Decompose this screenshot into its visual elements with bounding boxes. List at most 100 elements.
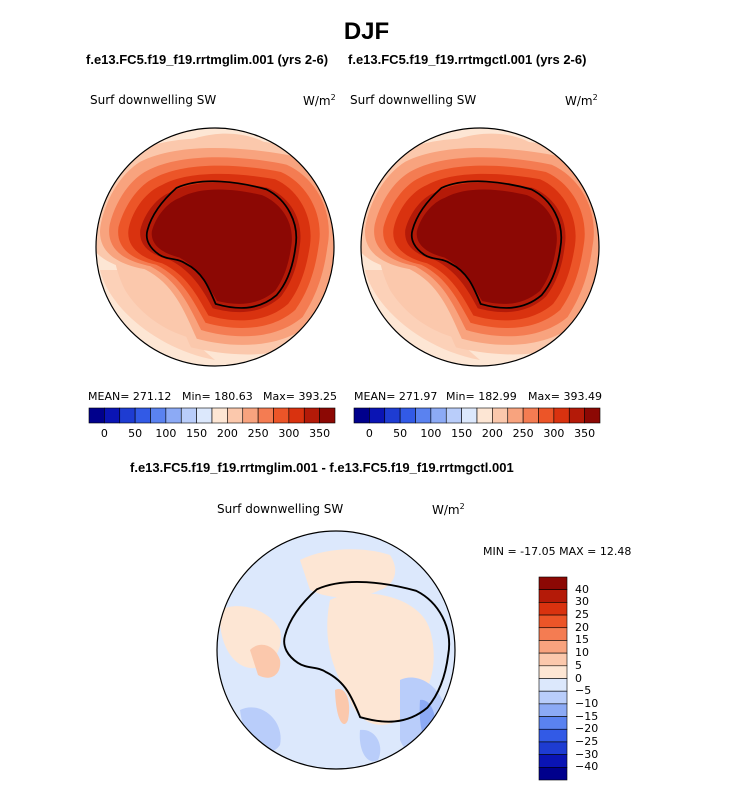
diff-variable-label: Surf downwelling SW	[217, 502, 344, 516]
diff-colorbar-swatch	[538, 627, 568, 641]
diff-colorbar-swatch	[538, 741, 568, 755]
diff-colorbar-tick-label: −40	[575, 760, 599, 774]
diff-colorbar-tick-label: −25	[575, 734, 599, 748]
right-map-border	[360, 127, 600, 367]
left-colorbar-swatch	[196, 407, 213, 424]
left-colorbar-swatch	[180, 407, 197, 424]
right-colorbar-swatch	[369, 407, 386, 424]
left-units-label: W/m2	[303, 93, 336, 108]
right-colorbar-swatch	[522, 407, 539, 424]
right-colorbar	[353, 407, 601, 424]
right-colorbar-swatch	[553, 407, 570, 424]
right-colorbar-swatch	[461, 407, 478, 424]
left-max-stat: Max= 393.25	[263, 390, 337, 403]
right-colorbar-tick-label: 100	[420, 427, 442, 440]
left-colorbar-tick-label: 100	[155, 427, 177, 440]
left-mean-stat: MEAN= 271.12	[88, 390, 172, 403]
right-colorbar-tick-label: 50	[393, 427, 408, 440]
diff-colorbar-swatch	[538, 690, 568, 705]
right-min-stat: Min= 182.99	[446, 390, 517, 403]
left-colorbar	[88, 407, 336, 424]
left-colorbar-swatch	[242, 407, 259, 424]
right-colorbar-swatch	[507, 407, 524, 424]
diff-colorbar-tick-label: −5	[575, 684, 592, 698]
diff-colorbar	[538, 576, 568, 781]
left-colorbar-swatch	[88, 407, 105, 424]
diff-colorbar-tick-label: 30	[575, 595, 589, 609]
diff-colorbar-tick-label: 40	[575, 582, 589, 596]
right-colorbar-swatch	[399, 407, 416, 424]
diff-colorbar-swatch	[538, 703, 568, 717]
right-colorbar-swatch	[476, 407, 493, 424]
right-colorbar-swatch	[415, 407, 432, 424]
left-colorbar-swatch	[211, 407, 228, 424]
diff-colorbar-tick-label: −10	[575, 696, 599, 710]
right-colorbar-swatch	[445, 407, 462, 424]
diff-colorbar-tick-label: −20	[575, 722, 599, 736]
left-colorbar-swatch	[303, 407, 320, 424]
left-colorbar-swatch	[273, 407, 290, 424]
left-colorbar-tick-label: 50	[128, 427, 143, 440]
left-colorbar-swatch	[227, 407, 244, 424]
left-colorbar-swatch	[257, 407, 274, 424]
left-colorbar-tick-label: 200	[216, 427, 238, 440]
diff-case-title: f.e13.FC5.f19_f19.rrtmglim.001 - f.e13.F…	[130, 460, 514, 475]
left-colorbar-tick-label: 350	[309, 427, 331, 440]
diff-colorbar-swatch	[538, 716, 568, 730]
diff-units-label: W/m2	[432, 502, 465, 517]
left-colorbar-swatch	[288, 407, 305, 424]
left-colorbar-swatch	[150, 407, 167, 424]
diff-colorbar-tick-label: 10	[575, 646, 589, 660]
diff-colorbar-swatch	[538, 640, 568, 654]
diff-colorbar-swatch	[538, 728, 568, 743]
diff-colorbar-swatch	[538, 754, 568, 768]
right-variable-label: Surf downwelling SW	[350, 93, 477, 107]
right-colorbar-tick-label: 300	[543, 427, 565, 440]
right-units-label: W/m2	[565, 93, 598, 108]
right-map	[361, 128, 599, 366]
diff-colorbar-swatch	[538, 576, 568, 590]
right-colorbar-swatch	[430, 407, 447, 424]
right-mean-stat: MEAN= 271.97	[354, 390, 438, 403]
right-colorbar-tick-label: 200	[481, 427, 503, 440]
diff-map	[217, 531, 455, 769]
diff-colorbar-swatch	[538, 678, 568, 692]
right-case-title: f.e13.FC5.f19_f19.rrtmgctl.001 (yrs 2-6)	[348, 52, 587, 67]
right-max-stat: Max= 393.49	[528, 390, 602, 403]
diff-colorbar-swatch	[538, 614, 568, 629]
figure-title: DJF	[343, 18, 390, 45]
right-colorbar-swatch	[568, 407, 585, 424]
left-colorbar-tick-label: 250	[247, 427, 269, 440]
diff-colorbar-tick-label: 20	[575, 620, 589, 634]
right-colorbar-swatch	[384, 407, 401, 424]
right-colorbar-swatch	[492, 407, 509, 424]
left-colorbar-tick-label: 150	[186, 427, 208, 440]
diff-colorbar-tick-label: −15	[575, 709, 599, 723]
diff-colorbar-swatch	[538, 767, 568, 781]
left-min-stat: Min= 180.63	[182, 390, 253, 403]
right-colorbar-swatch	[584, 407, 601, 424]
right-colorbar-tick-label: 350	[574, 427, 596, 440]
right-colorbar-tick-label: 0	[365, 427, 373, 440]
left-colorbar-swatch	[319, 407, 336, 424]
left-colorbar-swatch	[165, 407, 182, 424]
left-colorbar-swatch	[104, 407, 121, 424]
right-colorbar-tick-label: 250	[512, 427, 534, 440]
diff-colorbar-tick-label: 15	[575, 633, 589, 647]
diff-colorbar-swatch	[538, 665, 568, 679]
diff-colorbar-swatch	[538, 589, 568, 603]
diff-minmax-stat: MIN = -17.05 MAX = 12.48	[483, 545, 632, 558]
diff-colorbar-tick-label: 25	[575, 608, 589, 622]
diff-colorbar-tick-label: 5	[575, 658, 582, 672]
left-map-border	[95, 127, 335, 367]
diff-colorbar-tick-label: 0	[575, 671, 582, 685]
left-colorbar-tick-label: 0	[100, 427, 108, 440]
diff-map-border	[216, 530, 456, 770]
left-variable-label: Surf downwelling SW	[90, 93, 217, 107]
right-colorbar-swatch	[353, 407, 370, 424]
right-colorbar-swatch	[538, 407, 555, 424]
left-colorbar-swatch	[119, 407, 136, 424]
diff-colorbar-swatch	[538, 652, 568, 667]
left-map	[96, 128, 334, 366]
diff-colorbar-tick-label: −30	[575, 747, 599, 761]
